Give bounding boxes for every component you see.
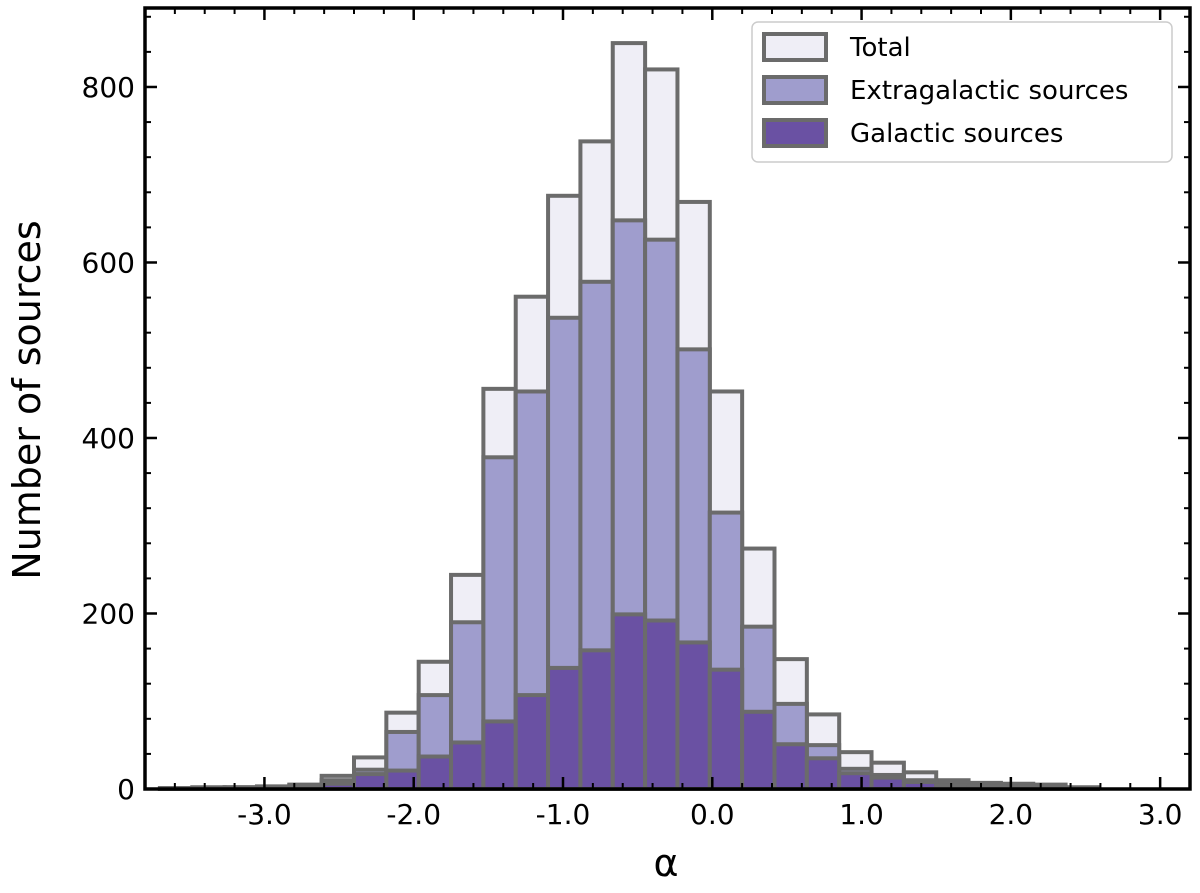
bars-layer <box>157 41 1100 792</box>
bar-galactic-sources-17 <box>707 667 745 792</box>
bar-galactic-sources-13 <box>578 648 615 792</box>
legend-entry-extragalactic-sources: Extragalactic sources <box>762 75 1128 106</box>
legend: Total Extragalactic sources Galactic sourc… <box>751 21 1173 163</box>
plot-frame <box>143 6 1192 791</box>
bar-galactic-sources-15 <box>643 618 680 791</box>
x-tick-label: -2.0 <box>386 798 441 831</box>
x-axis-title: α <box>653 841 678 885</box>
bar-galactic-sources-10 <box>481 719 518 792</box>
legend-frame <box>751 21 1173 163</box>
bar-galactic-sources-8 <box>416 754 454 791</box>
x-tick-label: 0.0 <box>690 798 735 831</box>
y-tick-label: 600 <box>82 246 135 279</box>
bar-galactic-sources-12 <box>546 665 583 791</box>
bar-galactic-sources-21 <box>837 771 874 791</box>
tick-labels-layer: -3.0 -2.0 -1.0 0.0 1.0 2.0 3.0 0 200 400 600 800 <box>82 71 1183 831</box>
bar-galactic-sources-11 <box>513 693 551 791</box>
y-tick-label: 0 <box>117 773 135 806</box>
x-tick-label: -3.0 <box>237 798 292 831</box>
bar-galactic-sources-20 <box>804 756 842 791</box>
bar-galactic-sources-9 <box>449 740 486 792</box>
bar-galactic-sources-18 <box>740 709 777 791</box>
legend-label: Total <box>849 33 911 63</box>
legend-swatch <box>762 118 828 148</box>
x-tick-label: 1.0 <box>839 798 884 831</box>
legend-label: Galactic sources <box>850 119 1063 149</box>
y-tick-label: 800 <box>82 71 135 104</box>
x-tick-label: 3.0 <box>1138 798 1183 831</box>
bar-galactic-sources-19 <box>772 742 809 792</box>
y-axis-title: Number of sources <box>5 220 49 579</box>
y-tick-label: 400 <box>82 422 135 455</box>
legend-label: Extragalactic sources <box>850 76 1128 106</box>
bar-galactic-sources-16 <box>675 640 712 792</box>
x-tick-label: -1.0 <box>536 798 591 831</box>
y-tick-label: 200 <box>82 597 135 630</box>
legend-swatch <box>762 32 828 62</box>
legend-entry-total: Total <box>762 32 911 63</box>
legend-entry-galactic-sources: Galactic sources <box>762 118 1063 149</box>
bar-galactic-sources-14 <box>610 612 648 791</box>
bar-galactic-sources-6 <box>352 772 389 792</box>
legend-swatch <box>762 75 828 105</box>
x-tick-label: 2.0 <box>989 798 1034 831</box>
